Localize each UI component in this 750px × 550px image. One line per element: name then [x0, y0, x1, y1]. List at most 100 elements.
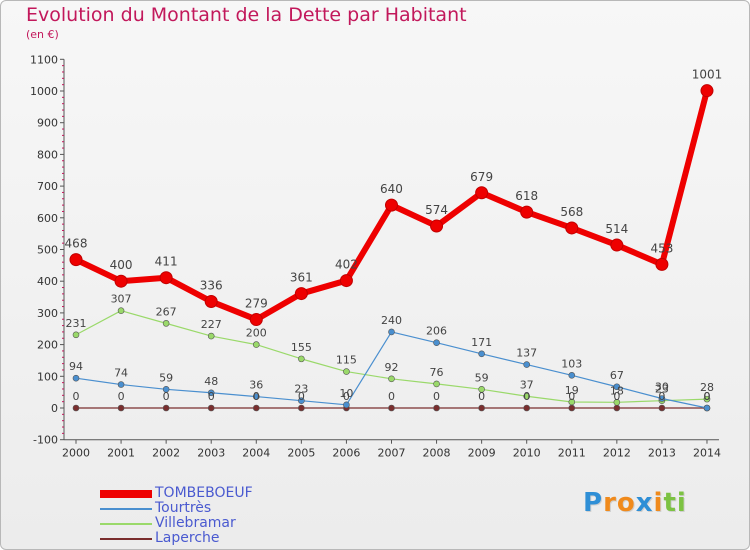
- data-label-2: 115: [336, 354, 357, 367]
- series-lines: [69, 84, 714, 412]
- data-label-2: 37: [520, 378, 534, 391]
- x-tick-label: 2001: [107, 447, 135, 460]
- legend-label: Tourtrès: [155, 500, 212, 516]
- logo-letter: i: [653, 488, 664, 518]
- data-label-0: 400: [110, 258, 133, 272]
- series-point-3: [117, 404, 125, 412]
- series-point-3: [478, 404, 485, 412]
- proxiti-logo: Proxiti: [583, 488, 687, 518]
- y-tick-label: 200: [37, 339, 58, 352]
- data-label-1: 171: [471, 336, 492, 349]
- data-label-2: 59: [475, 371, 489, 384]
- data-label-3: 0: [163, 390, 170, 403]
- series-point-1: [568, 372, 576, 379]
- series-point-1: [703, 404, 711, 412]
- data-label-1: 30: [655, 380, 669, 393]
- series-point-2: [117, 307, 125, 314]
- data-label-2: 92: [384, 361, 398, 374]
- series-point-3: [523, 404, 531, 412]
- data-label-0: 679: [470, 170, 493, 184]
- series-point-1: [207, 389, 215, 397]
- series-point-2: [523, 392, 531, 400]
- data-label-0: 568: [560, 205, 583, 219]
- data-label-3: 0: [298, 390, 305, 403]
- data-label-0: 279: [245, 297, 268, 311]
- data-label-1: 0: [703, 390, 710, 403]
- y-tick-label: 1100: [30, 53, 58, 66]
- series-point-2: [72, 331, 80, 339]
- legend-label: TOMBEBOEUF: [155, 485, 253, 501]
- series-point-2: [343, 368, 350, 375]
- legend-swatch: [100, 537, 152, 540]
- data-label-2: 76: [430, 366, 444, 379]
- data-label-2: 18: [610, 384, 624, 397]
- series-point-0: [655, 257, 669, 271]
- series-point-1: [117, 381, 125, 388]
- x-tick-label: 2009: [468, 447, 496, 460]
- series-point-1: [658, 395, 666, 402]
- y-tick-label: 400: [37, 275, 58, 288]
- data-label-0: 453: [650, 241, 673, 255]
- data-label-0: 1001: [692, 68, 723, 82]
- series-point-2: [162, 320, 170, 327]
- series-point-1: [478, 350, 485, 358]
- series-point-0: [294, 287, 308, 301]
- logo-letter: t: [663, 488, 677, 518]
- x-tick-label: 2012: [603, 447, 631, 460]
- data-label-0: 402: [335, 258, 358, 272]
- y-tick-label: 500: [37, 244, 58, 257]
- x-tick-label: 2014: [693, 447, 721, 460]
- x-tick-label: 2008: [423, 447, 451, 460]
- series-point-0: [700, 84, 714, 98]
- axes: -100010020030040050060070080090010001100…: [30, 53, 721, 459]
- series-point-2: [433, 380, 440, 388]
- series-point-0: [339, 274, 353, 288]
- data-label-3: 0: [253, 390, 260, 403]
- data-label-3: 0: [568, 390, 575, 403]
- y-tick-label: 300: [37, 307, 58, 320]
- data-label-2: 155: [291, 341, 312, 354]
- legend-item: Laperche: [100, 531, 253, 546]
- x-tick-label: 2004: [242, 447, 270, 460]
- logo-letter: o: [616, 488, 636, 518]
- series-point-1: [613, 383, 621, 391]
- series-point-0: [159, 271, 173, 285]
- x-tick-label: 2010: [513, 447, 541, 460]
- data-label-0: 618: [515, 189, 538, 203]
- series-point-2: [478, 385, 485, 393]
- y-tick-label: 100: [37, 370, 58, 383]
- data-label-0: 640: [380, 182, 403, 196]
- series-point-3: [388, 404, 395, 412]
- series-point-3: [207, 404, 215, 412]
- legend-label: Laperche: [155, 530, 220, 546]
- data-label-3: 0: [703, 390, 710, 403]
- data-label-0: 514: [605, 222, 628, 236]
- data-label-1: 206: [426, 325, 447, 338]
- legend-item: TOMBEBOEUF: [100, 486, 253, 501]
- data-label-1: 103: [561, 357, 582, 370]
- data-label-3: 0: [523, 390, 530, 403]
- y-tick-label: 1000: [30, 85, 58, 98]
- legend-swatch: [100, 507, 152, 510]
- data-label-1: 10: [339, 387, 353, 400]
- chart-subtitle: (en €): [26, 28, 59, 41]
- x-tick-label: 2013: [648, 447, 676, 460]
- data-label-2: 19: [565, 384, 579, 397]
- data-label-2: 267: [156, 305, 177, 318]
- chart-title: Evolution du Montant de la Dette par Hab…: [26, 4, 467, 26]
- x-tick-label: 2005: [287, 447, 315, 460]
- series-point-0: [249, 313, 263, 327]
- data-label-0: 361: [290, 271, 313, 285]
- data-label-2: 231: [66, 317, 87, 330]
- data-label-1: 59: [159, 371, 173, 384]
- data-label-2: 28: [700, 381, 714, 394]
- series-point-2: [568, 398, 576, 406]
- data-label-1: 23: [294, 383, 308, 396]
- y-tick-label: 800: [37, 148, 58, 161]
- legend-swatch: [100, 522, 152, 525]
- series-point-0: [520, 205, 534, 219]
- series-point-1: [298, 397, 305, 405]
- series-point-1: [72, 374, 80, 382]
- data-label-3: 0: [208, 390, 215, 403]
